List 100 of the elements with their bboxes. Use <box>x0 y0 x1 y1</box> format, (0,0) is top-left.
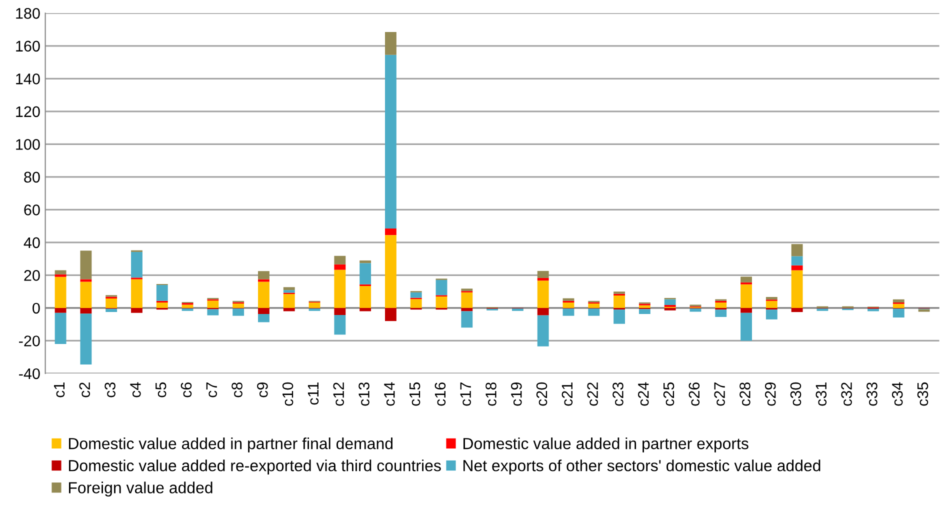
bar <box>410 299 422 308</box>
y-tick-label: -20 <box>19 336 40 346</box>
bar <box>80 314 92 364</box>
bar <box>334 308 346 315</box>
x-tick-label: c26 <box>688 382 700 406</box>
bar <box>207 309 219 316</box>
bar <box>232 308 244 316</box>
bar <box>131 252 142 278</box>
x-tick-label: c14 <box>384 382 395 406</box>
x-tick-label: c17 <box>460 382 471 406</box>
bar <box>436 280 448 296</box>
x-tick-label: c19 <box>510 382 522 406</box>
bar <box>334 270 346 308</box>
bar <box>537 280 549 308</box>
bar <box>816 308 828 311</box>
bar <box>308 302 320 308</box>
bar <box>562 308 574 316</box>
bar <box>232 304 244 308</box>
x-tick-label: c5 <box>156 382 166 398</box>
bar <box>258 314 270 322</box>
y-tick-label: 120 <box>16 106 40 118</box>
bar <box>410 292 422 298</box>
bar <box>80 282 92 308</box>
bar <box>283 287 295 290</box>
bar <box>791 256 803 266</box>
bar <box>614 310 625 324</box>
x-tick-label: c3 <box>104 382 116 398</box>
bar <box>562 298 574 301</box>
bar <box>182 304 194 308</box>
x-tick-label: c15 <box>410 382 420 406</box>
bar <box>740 284 752 308</box>
bar <box>54 270 66 274</box>
legend-label: Net exports of other sectors' domestic value added <box>463 460 820 474</box>
bar <box>360 286 372 308</box>
bar <box>740 308 752 313</box>
bar <box>384 32 396 55</box>
y-tick-label: 180 <box>16 8 40 19</box>
x-tick-label: c35 <box>917 382 928 406</box>
bar <box>791 270 803 308</box>
bar <box>766 310 778 320</box>
legend-label: Domestic value added in partner final demand <box>68 438 392 452</box>
bar <box>106 298 118 308</box>
bar <box>283 294 295 308</box>
y-tick-label: 0 <box>32 302 40 314</box>
x-tick-label: c13 <box>358 382 370 406</box>
y-tick-label: 20 <box>24 270 40 281</box>
bar <box>54 312 66 344</box>
x-tick-label: c27 <box>714 382 725 406</box>
x-tick-label: c31 <box>816 382 827 406</box>
y-tick-label: 40 <box>24 237 40 248</box>
y-tick-label: 60 <box>24 204 40 216</box>
bar <box>334 314 346 335</box>
bar <box>436 296 448 308</box>
bar <box>54 308 66 313</box>
x-tick-label: c9 <box>257 382 268 398</box>
x-tick-label: c10 <box>282 382 294 406</box>
bar <box>512 308 524 311</box>
bar <box>156 285 168 301</box>
x-tick-label: c23 <box>612 382 624 406</box>
bar <box>461 288 473 292</box>
x-tick-label: c7 <box>206 382 218 398</box>
bar <box>360 263 372 284</box>
bar <box>537 308 549 316</box>
bar <box>614 296 625 308</box>
bar <box>106 308 118 312</box>
bar <box>766 296 778 300</box>
bar <box>131 279 142 308</box>
bar <box>384 54 396 229</box>
x-tick-label: c16 <box>434 382 446 406</box>
bar <box>308 308 320 311</box>
x-tick-label: c18 <box>486 382 496 406</box>
bar <box>334 264 346 270</box>
bar <box>54 276 66 308</box>
y-tick-label: 140 <box>16 74 40 84</box>
x-tick-label: c20 <box>536 382 548 406</box>
bar <box>588 304 600 308</box>
x-tick-label: c30 <box>790 382 802 406</box>
x-tick-label: c32 <box>841 382 852 406</box>
x-tick-label: c21 <box>562 382 573 406</box>
bar <box>258 308 270 314</box>
bar <box>182 308 194 311</box>
x-tick-label: c34 <box>892 382 903 406</box>
y-tick-label: 100 <box>16 139 40 150</box>
bar <box>740 276 752 282</box>
x-tick-label: c4 <box>130 382 141 398</box>
bar <box>461 308 473 312</box>
bar <box>892 308 904 318</box>
y-tick-label: -40 <box>19 368 40 380</box>
bar <box>740 312 752 341</box>
x-tick-label: c24 <box>638 382 649 406</box>
bar <box>892 299 904 303</box>
bar <box>664 299 676 305</box>
bar <box>715 310 727 317</box>
x-tick-label: c8 <box>232 382 242 398</box>
x-tick-label: c29 <box>764 382 776 406</box>
bar <box>80 308 92 314</box>
bar <box>461 292 473 308</box>
bar <box>384 308 396 322</box>
bar <box>283 308 295 312</box>
bar <box>258 282 270 308</box>
